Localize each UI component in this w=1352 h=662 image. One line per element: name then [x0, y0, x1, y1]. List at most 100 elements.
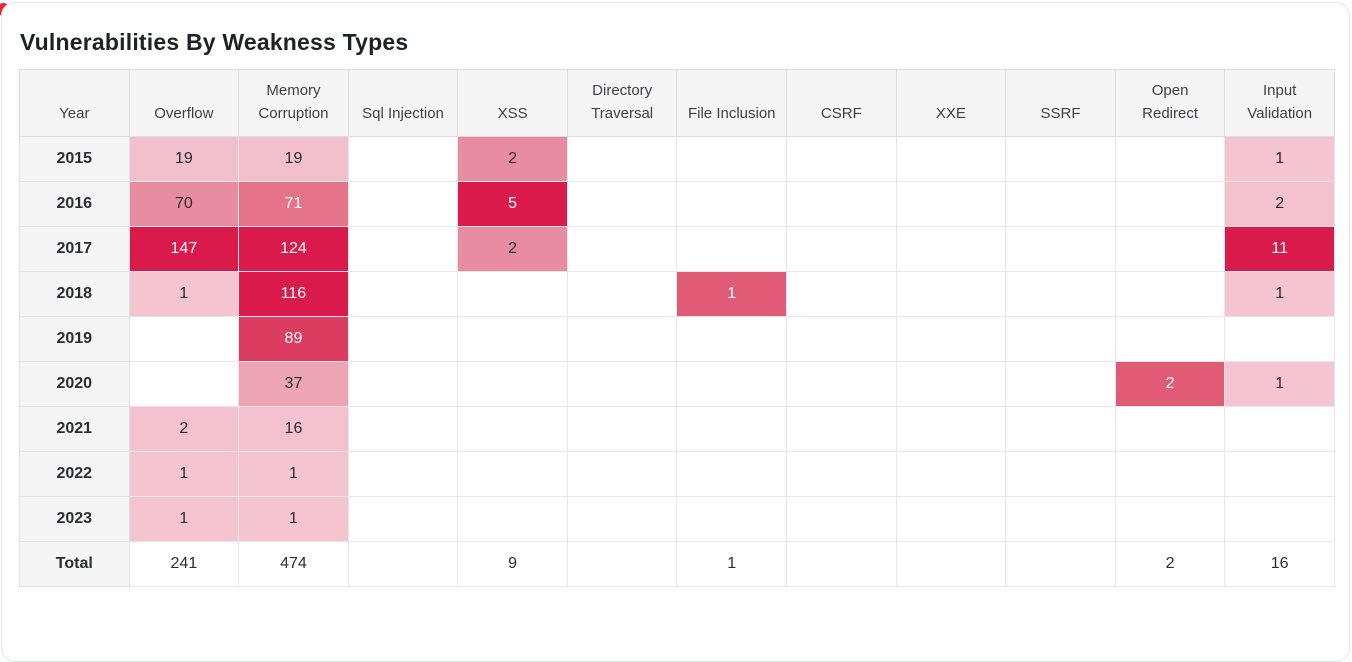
- heatmap-cell: [1114, 226, 1226, 272]
- heatmap-cell: [566, 496, 678, 542]
- heatmap-cell: [786, 451, 897, 497]
- year-link-2017[interactable]: 2017: [19, 226, 130, 272]
- heatmap-cell: [1114, 496, 1226, 542]
- total-cell: 9: [457, 541, 568, 587]
- heatmap-cell: [347, 316, 459, 362]
- total-cell: 1: [676, 541, 788, 587]
- heatmap-cell: [457, 361, 568, 407]
- heatmap-cell: [347, 451, 459, 497]
- heatmap-cell: [566, 226, 678, 272]
- heatmap-cell: 147: [128, 226, 240, 272]
- total-cell: 16: [1224, 541, 1335, 587]
- table-row: 2022 1 1: [19, 451, 1335, 497]
- year-link-2015[interactable]: 2015: [19, 136, 130, 182]
- heatmap-cell: [347, 181, 459, 227]
- heatmap-cell: 11: [1224, 226, 1335, 272]
- heatmap-cell: [128, 316, 240, 362]
- heatmap-cell: 1: [238, 496, 349, 542]
- heatmap-cell: [347, 226, 459, 272]
- year-link-2016[interactable]: 2016: [19, 181, 130, 227]
- year-link-2022[interactable]: 2022: [19, 451, 130, 497]
- heatmap-cell: 70: [128, 181, 240, 227]
- heatmap-cell: 2: [1224, 181, 1335, 227]
- heatmap-cell: [895, 361, 1007, 407]
- heatmap-cell: [895, 136, 1007, 182]
- heatmap-cell: [1005, 136, 1116, 182]
- year-link-2023[interactable]: 2023: [19, 496, 130, 542]
- table-row: 2018 1 116 1 1: [19, 271, 1335, 317]
- heatmap-cell: 124: [238, 226, 349, 272]
- heatmap-cell: [676, 406, 788, 452]
- heatmap-cell: [566, 271, 678, 317]
- heatmap-cell: 1: [238, 451, 349, 497]
- total-cell: [786, 541, 897, 587]
- heatmap-cell: 1: [128, 271, 240, 317]
- heatmap-cell: 89: [238, 316, 349, 362]
- year-link-2020[interactable]: 2020: [19, 361, 130, 407]
- heatmap-cell: [457, 406, 568, 452]
- total-row: Total 241 474 9 1 2 16: [19, 541, 1335, 587]
- heatmap-cell: [1114, 271, 1226, 317]
- heatmap-cell: [347, 271, 459, 317]
- heatmap-cell: [128, 361, 240, 407]
- heatmap-cell: [347, 406, 459, 452]
- heatmap-cell: [786, 136, 897, 182]
- heatmap-cell: 1: [676, 271, 788, 317]
- heatmap-cell: [1224, 451, 1335, 497]
- heatmap-cell: 2: [457, 136, 568, 182]
- col-header-memory-corruption: Memory Corruption: [238, 69, 349, 137]
- heatmap-cell: [676, 316, 788, 362]
- year-link-2019[interactable]: 2019: [19, 316, 130, 362]
- heatmap-cell: [786, 406, 897, 452]
- heatmap-cell: [1114, 316, 1226, 362]
- table-row: 2016 70 71 5 2: [19, 181, 1335, 227]
- heatmap-cell: 19: [128, 136, 240, 182]
- col-header-input-validation: Input Validation: [1224, 69, 1335, 137]
- heatmap-cell: [457, 451, 568, 497]
- total-cell: 241: [128, 541, 240, 587]
- heatmap-cell: [1224, 406, 1335, 452]
- heatmap-cell: [1005, 181, 1116, 227]
- year-link-2021[interactable]: 2021: [19, 406, 130, 452]
- table-body: 2015 19 19 2 1 2016 70 71 5 2 2017 147 124 2 11 2018 1 11…: [19, 136, 1335, 587]
- col-header-ssrf: SSRF: [1005, 69, 1116, 137]
- table-row: 2015 19 19 2 1: [19, 136, 1335, 182]
- heatmap-cell: [676, 451, 788, 497]
- heatmap-cell: 1: [1224, 361, 1335, 407]
- heatmap-cell: 71: [238, 181, 349, 227]
- heatmap-cell: [1005, 496, 1116, 542]
- heatmap-cell: 37: [238, 361, 349, 407]
- heatmap-cell: [1005, 226, 1116, 272]
- heatmap-cell: [895, 271, 1007, 317]
- col-header-year: Year: [19, 69, 130, 137]
- heatmap-cell: [1005, 316, 1116, 362]
- table-row: 2020 37 2 1: [19, 361, 1335, 407]
- heatmap-cell: [786, 316, 897, 362]
- col-header-xxe: XXE: [895, 69, 1007, 137]
- table-row: 2017 147 124 2 11: [19, 226, 1335, 272]
- heatmap-cell: 1: [128, 496, 240, 542]
- heatmap-cell: [566, 316, 678, 362]
- heatmap-cell: 2: [128, 406, 240, 452]
- col-header-csrf: CSRF: [786, 69, 897, 137]
- heatmap-cell: [566, 136, 678, 182]
- heatmap-cell: 1: [128, 451, 240, 497]
- heatmap-cell: [786, 496, 897, 542]
- header-row: Year Overflow Memory Corruption Sql Injecti…: [19, 69, 1335, 137]
- heatmap-cell: [895, 316, 1007, 362]
- heatmap-cell: [457, 316, 568, 362]
- total-label: Total: [19, 541, 130, 587]
- heatmap-cell: 2: [457, 226, 568, 272]
- total-cell: [895, 541, 1007, 587]
- heatmap-cell: 19: [238, 136, 349, 182]
- heatmap-cell: [895, 406, 1007, 452]
- heatmap-cell: 116: [238, 271, 349, 317]
- heatmap-cell: [457, 271, 568, 317]
- heatmap-cell: [786, 271, 897, 317]
- heatmap-cell: [566, 181, 678, 227]
- table-row: 2023 1 1: [19, 496, 1335, 542]
- total-cell: [566, 541, 678, 587]
- col-header-directory-traversal: Directory Traversal: [566, 69, 678, 137]
- year-link-2018[interactable]: 2018: [19, 271, 130, 317]
- heatmap-cell: [1005, 406, 1116, 452]
